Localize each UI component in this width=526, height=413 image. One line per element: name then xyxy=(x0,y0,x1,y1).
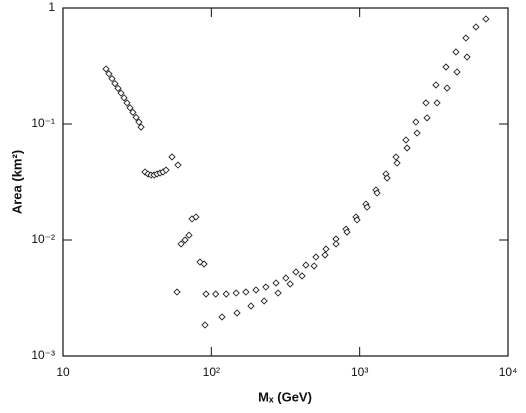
x-tick-label: 10 xyxy=(56,365,70,379)
point xyxy=(105,70,113,78)
point xyxy=(292,268,300,276)
point xyxy=(102,65,110,73)
y-tick-label: 10⁻¹ xyxy=(31,116,55,130)
point xyxy=(202,290,210,298)
point xyxy=(177,240,185,248)
point xyxy=(218,313,226,321)
point xyxy=(242,288,250,296)
point xyxy=(111,79,119,88)
x-tick-label: 10⁴ xyxy=(499,365,518,379)
point xyxy=(392,153,400,161)
point xyxy=(126,104,134,112)
point xyxy=(413,129,421,137)
point xyxy=(332,240,340,248)
point xyxy=(181,236,189,244)
point xyxy=(201,321,209,329)
point xyxy=(137,123,145,131)
point xyxy=(363,203,371,211)
point xyxy=(462,34,470,42)
point xyxy=(212,290,220,298)
point xyxy=(321,251,329,259)
point xyxy=(463,53,471,61)
point xyxy=(453,68,461,76)
point xyxy=(192,213,200,221)
y-axis-label: Area (km²) xyxy=(9,150,24,214)
point xyxy=(383,174,391,182)
point xyxy=(433,99,441,107)
point xyxy=(162,166,170,174)
point xyxy=(173,288,181,296)
point xyxy=(132,113,140,122)
point xyxy=(302,261,310,269)
point xyxy=(135,118,143,126)
point xyxy=(423,114,431,122)
point xyxy=(120,94,128,102)
point xyxy=(442,63,450,71)
y-tick-label: 1 xyxy=(48,0,55,14)
point xyxy=(310,262,318,270)
point xyxy=(196,258,204,266)
point xyxy=(274,289,282,297)
point xyxy=(286,280,294,288)
point xyxy=(353,216,361,224)
point xyxy=(123,99,131,107)
point xyxy=(108,75,116,83)
point xyxy=(185,231,193,239)
x-tick-label: 10² xyxy=(203,365,220,379)
point xyxy=(117,89,125,97)
point xyxy=(322,245,330,253)
y-tick-label: 10⁻² xyxy=(31,232,55,246)
point xyxy=(393,159,401,167)
point xyxy=(272,279,280,287)
point xyxy=(343,228,351,236)
y-tick-label: 10⁻³ xyxy=(31,348,55,362)
point xyxy=(402,136,410,144)
point xyxy=(260,297,268,305)
point xyxy=(373,189,381,197)
point xyxy=(412,118,420,126)
point xyxy=(252,286,260,294)
point xyxy=(432,81,440,89)
point xyxy=(443,84,451,92)
point xyxy=(262,283,270,291)
point xyxy=(168,153,176,161)
point xyxy=(422,99,430,107)
x-axis-label: Mₓ (GeV) xyxy=(258,389,312,404)
point xyxy=(114,84,122,92)
point xyxy=(482,15,490,23)
point xyxy=(200,260,208,268)
point xyxy=(312,253,320,261)
point xyxy=(233,309,241,317)
x-tick-label: 10³ xyxy=(351,365,368,379)
point xyxy=(452,48,460,56)
point xyxy=(174,161,182,169)
plot-frame xyxy=(62,7,509,357)
point xyxy=(222,290,230,298)
point xyxy=(403,144,411,152)
point xyxy=(298,272,306,280)
point xyxy=(282,274,290,282)
point xyxy=(472,23,480,31)
point xyxy=(247,302,255,310)
point xyxy=(129,108,137,116)
point xyxy=(232,289,240,297)
